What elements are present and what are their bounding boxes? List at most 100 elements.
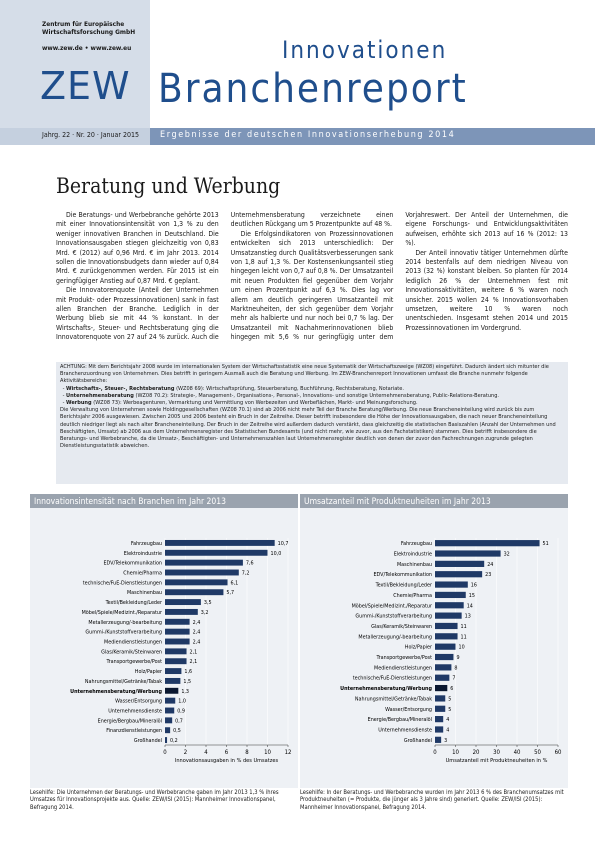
note-body: Die Verwaltung von Unternehmen sowie Hol…: [60, 407, 556, 450]
category-label: Energie/Bergbau/Mineralöl: [368, 717, 432, 723]
paragraph: Die Innovatorenquote (Anteil der Unterne…: [56, 211, 394, 342]
bar: [435, 674, 450, 681]
category-label: Wasser/Entsorgung: [115, 699, 162, 705]
category-label: Holz/Papier: [405, 645, 432, 651]
value-label: 6,1: [231, 580, 239, 586]
bar: [165, 608, 198, 615]
note: ACHTUNG: Mit dem Berichtsjahr 2008 wurde…: [56, 362, 568, 484]
bar: [435, 612, 462, 619]
value-label: 4: [446, 717, 449, 723]
x-tick-label: 0: [433, 749, 437, 756]
bar: [165, 687, 179, 694]
category-label: technische/FuE-Dienstleistungen: [83, 580, 162, 586]
bar: [435, 716, 444, 723]
category-label: Großhandel: [404, 738, 432, 744]
value-label: 1,5: [183, 679, 191, 685]
article-title: Beratung und Werbung: [56, 174, 281, 198]
value-label: 0,7: [175, 718, 183, 724]
paragraph: Die Erfolgsindikatoren von Prozessinnova…: [230, 211, 568, 342]
x-tick-label: 10: [452, 749, 459, 756]
paragraph: Der Anteil innovativ tätiger Unternehmen…: [405, 248, 568, 332]
category-label: Textil/Bekleidung/Leder: [375, 583, 432, 589]
bar: [165, 549, 268, 556]
value-label: 51: [543, 541, 549, 547]
category-label: Chemie/Pharma: [123, 571, 162, 577]
category-label: Gummi-/Kunststoffverarbeitung: [85, 630, 162, 636]
category-label: Holz/Papier: [135, 669, 162, 675]
category-label: Glas/Keramik/Steinwaren: [101, 649, 162, 655]
note-list: Wirtschafts-, Steuer-, Rechtsberatung (W…: [60, 386, 564, 408]
value-label: 11: [461, 634, 467, 640]
note-item: Unternehmensberatung (WZ08 70.2): Strate…: [66, 393, 564, 400]
x-tick-label: 12: [285, 749, 292, 756]
category-label: Gummi-/Kunststoffverarbeitung: [355, 614, 432, 620]
bar: [435, 643, 456, 650]
series-title: Innovationen: [282, 36, 448, 64]
value-label: 13: [465, 614, 471, 620]
category-label: Metallerzeugung/-bearbeitung: [88, 620, 162, 626]
bar: [165, 559, 243, 566]
panel-title-bar: [300, 494, 568, 508]
bar: [165, 737, 168, 744]
x-tick-label: 4: [204, 749, 208, 756]
value-label: 1,0: [178, 699, 186, 705]
category-label: Unternehmensdienste: [108, 709, 162, 715]
org: Zentrum für Europäische Wirtschaftsforsc…: [42, 20, 136, 36]
value-label: 5: [448, 707, 451, 713]
value-label: 10,7: [278, 541, 289, 547]
category-label: Chemie/Pharma: [393, 593, 432, 599]
category-label: Unternehmensberatung/Werbung: [340, 686, 432, 692]
bar: [435, 684, 448, 692]
value-label: 10,0: [271, 551, 282, 557]
subtitle: Ergebnisse der deutschen Innovationserhe…: [160, 130, 456, 140]
bar: [165, 668, 182, 675]
text: (WZ08 69): Wirtschaftsprüfung, Steuerber…: [176, 385, 404, 392]
text: (WZ08 70.2): Strategie-, Management-, Or…: [135, 392, 500, 399]
web: www.zew.de • www.zew.eu: [42, 44, 132, 52]
x-tick-label: 8: [245, 749, 249, 756]
value-label: 9: [456, 655, 459, 661]
text: (WZ08 73): Werbeagenturen, Vermarktung u…: [93, 400, 418, 407]
bar: [435, 540, 540, 547]
category-label: Glas/Keramik/Steinwaren: [371, 624, 432, 630]
bar: [165, 697, 176, 704]
note-item: Werbung (WZ08 73): Werbeagenturen, Verma…: [66, 400, 564, 407]
bar: [435, 560, 485, 567]
bar: [165, 707, 175, 714]
bar: [435, 736, 442, 743]
bar: [165, 638, 190, 645]
value-label: 8: [454, 665, 457, 671]
note-item: Wirtschafts-, Steuer-, Rechtsberatung (W…: [66, 386, 564, 393]
band: [0, 128, 150, 145]
bar: [165, 677, 181, 684]
term: Werbung: [66, 400, 92, 407]
value-label: 3: [444, 738, 447, 744]
bar: [435, 695, 446, 702]
x-axis-label: Umsatzanteil mit Produktneuheiten in %: [446, 758, 548, 764]
bar: [165, 727, 171, 734]
category-label: Großhandel: [134, 738, 162, 744]
bar: [435, 602, 464, 609]
paragraph: Die Beratungs- und Werbebranche gehörte …: [56, 211, 219, 285]
category-label: Wasser/Entsorgung: [385, 707, 432, 713]
value-label: 32: [504, 552, 510, 558]
bar: [165, 579, 228, 586]
value-label: 0,9: [177, 709, 185, 715]
category-label: Unternehmensberatung/Werbung: [70, 689, 162, 695]
category-label: Mediendienstleistungen: [104, 640, 162, 646]
x-tick-label: 0: [163, 749, 167, 756]
x-tick-label: 6: [225, 749, 229, 756]
bar: [165, 569, 239, 576]
bar: [435, 633, 458, 640]
value-label: 14: [467, 603, 473, 609]
value-label: 3,5: [204, 600, 212, 606]
value-label: 2,1: [190, 659, 198, 665]
value-label: 7,2: [242, 571, 250, 577]
category-label: EDV/Telekommunikation: [103, 561, 162, 567]
chart-title: Innovationsintensität nach Branchen im J…: [34, 497, 226, 507]
note-intro: ACHTUNG: Mit dem Berichtsjahr 2008 wurde…: [60, 364, 549, 385]
value-label: 1,3: [181, 689, 189, 695]
value-label: 0,5: [173, 728, 181, 734]
bar: [165, 618, 190, 625]
